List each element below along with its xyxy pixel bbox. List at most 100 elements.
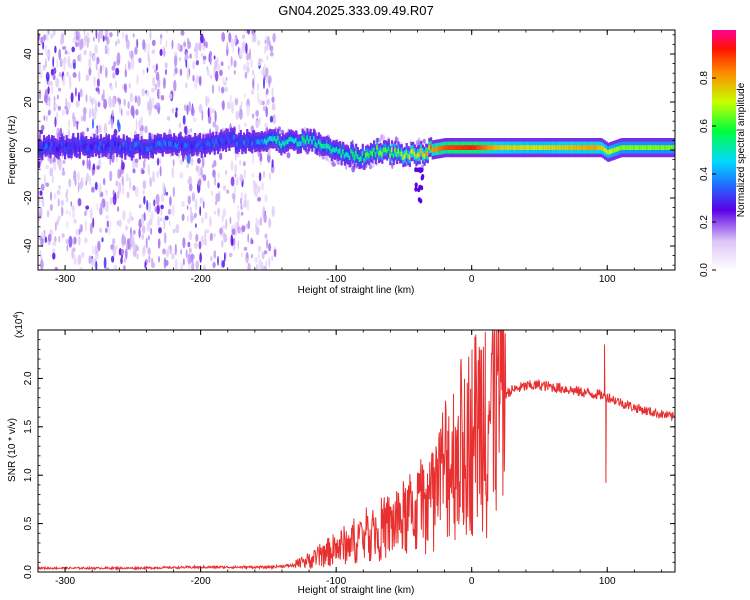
noise-mark <box>74 179 77 186</box>
noise-mark <box>266 98 270 106</box>
noise-mark <box>57 105 61 111</box>
noise-mark <box>52 241 57 246</box>
ridge-core <box>98 146 101 151</box>
noise-mark <box>151 262 156 269</box>
noise-mark <box>163 217 166 230</box>
ridge-core <box>311 139 314 145</box>
ridge-core <box>643 145 646 150</box>
ridge-core <box>356 154 359 160</box>
noise-mark <box>257 196 262 202</box>
noise-mark <box>265 260 268 266</box>
noise-mark <box>135 161 138 168</box>
noise-mark <box>148 56 151 68</box>
ridge-core <box>65 142 68 148</box>
ridge-core <box>538 145 542 150</box>
ridge-core <box>202 141 205 147</box>
y-tick-label: 20 <box>23 96 34 108</box>
noise-mark <box>239 108 243 120</box>
noise-mark <box>91 98 94 106</box>
ridge-core <box>553 145 556 150</box>
ridge-core <box>194 140 197 145</box>
noise-mark <box>73 170 77 182</box>
ridge-core <box>517 145 520 150</box>
noise-mark <box>224 252 226 262</box>
noise-mark <box>136 74 139 86</box>
ridge-core <box>104 145 107 150</box>
noise-mark <box>163 48 166 57</box>
noise-mark <box>69 210 71 217</box>
noise-mark <box>119 103 121 114</box>
ridge-core <box>138 147 141 153</box>
ridge-core <box>145 146 148 152</box>
noise-mark <box>240 101 243 107</box>
ridge-core <box>270 136 273 142</box>
noise-mark <box>65 209 69 215</box>
noise-mark <box>246 61 250 66</box>
ridge-core <box>358 157 361 162</box>
noise-mark <box>141 233 144 241</box>
noise-mark <box>67 50 71 56</box>
noise-mark <box>186 205 189 210</box>
noise-mark <box>40 183 45 191</box>
colorbar: 0.0 0.2 0.4 0.6 0.8 Normalized spectral ampl… <box>699 30 747 277</box>
ridge-core <box>361 151 364 156</box>
noise-mark <box>180 249 183 255</box>
noise-mark <box>151 97 155 108</box>
noise-mark <box>104 122 107 134</box>
noise-mark <box>146 199 149 211</box>
noise-mark <box>221 260 225 268</box>
noise-mark <box>252 79 255 90</box>
noise-mark <box>106 154 110 160</box>
noise-mark <box>49 203 53 212</box>
ridge-core <box>208 142 211 148</box>
ridge-core <box>390 147 394 153</box>
noise-mark <box>79 39 84 50</box>
ridge-core <box>464 145 467 150</box>
noise-mark <box>269 115 273 123</box>
ridge-core <box>438 146 441 152</box>
noise-mark <box>211 84 215 94</box>
ridge-core <box>548 145 551 150</box>
spectrogram-marks <box>38 30 675 270</box>
y-tick-label: 1.5 <box>23 419 34 433</box>
noise-mark <box>130 96 134 102</box>
noise-mark <box>206 229 210 234</box>
noise-mark <box>236 210 241 221</box>
noise-mark <box>85 205 90 210</box>
ridge-core <box>382 147 385 153</box>
noise-mark <box>181 213 185 221</box>
noise-mark <box>95 100 97 112</box>
noise-mark <box>377 138 382 143</box>
noise-mark <box>89 95 92 103</box>
ridge-core <box>190 144 194 150</box>
noise-mark <box>132 249 137 258</box>
ridge-core <box>42 142 46 148</box>
noise-mark <box>61 109 66 116</box>
ridge-core <box>163 140 166 145</box>
noise-mark <box>162 77 166 89</box>
noise-mark <box>157 238 161 249</box>
ridge-core <box>57 147 60 153</box>
noise-mark <box>142 180 147 190</box>
ridge-core <box>332 147 335 153</box>
y-tick-label: 2.0 <box>23 371 34 385</box>
noise-mark <box>52 74 56 81</box>
ridge-core <box>140 143 143 149</box>
noise-mark <box>52 248 56 254</box>
ridge-core <box>428 145 431 150</box>
noise-mark <box>40 235 44 248</box>
noise-mark <box>211 190 213 197</box>
ridge-core <box>599 145 602 150</box>
noise-mark <box>193 242 198 249</box>
noise-mark <box>111 65 116 71</box>
noise-mark <box>81 251 85 259</box>
ridge-core <box>345 151 348 157</box>
noise-mark <box>260 181 265 191</box>
noise-mark <box>142 68 145 76</box>
noise-mark <box>116 52 121 64</box>
ridge-core <box>114 141 117 146</box>
ridge-core <box>488 145 491 150</box>
ridge-core <box>251 141 254 147</box>
noise-mark <box>141 88 146 97</box>
noise-mark <box>47 109 51 116</box>
